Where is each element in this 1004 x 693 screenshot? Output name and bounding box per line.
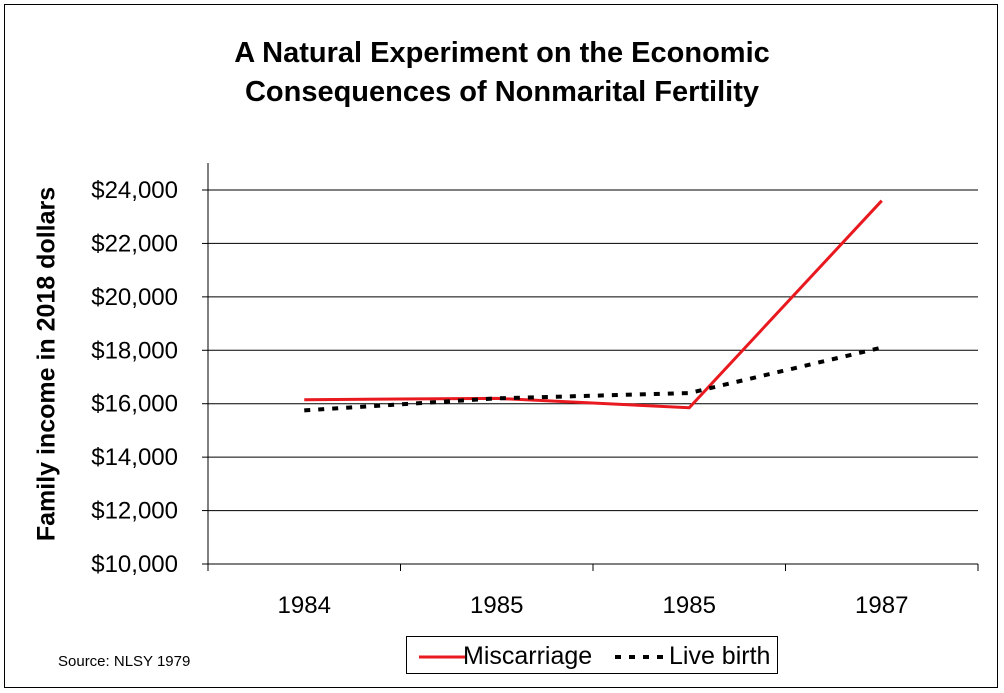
y-tick-label: $12,000	[91, 498, 178, 525]
legend-swatch-live-birth	[615, 655, 663, 659]
y-tick-label: $22,000	[91, 230, 178, 257]
x-tick-label: 1987	[855, 592, 908, 619]
legend-label-live-birth: Live birth	[669, 642, 771, 670]
chart-title-line-1: A Natural Experiment on the Economic	[234, 37, 770, 69]
series-line-miscarriage	[304, 199, 883, 410]
legend-label-miscarriage: Miscarriage	[463, 642, 593, 670]
chart-title-line-2: Consequences of Nonmarital Fertility	[244, 76, 760, 108]
source-note: Source: NLSY 1979	[58, 653, 191, 670]
x-tick-label: 1985	[470, 592, 523, 619]
chart-title: A Natural Experiment on the Economic Con…	[0, 34, 1004, 112]
y-tick-label: $20,000	[91, 284, 178, 311]
legend: Miscarriage Live birth	[406, 636, 778, 674]
y-tick-label: $16,000	[91, 391, 178, 418]
y-tick-label: $18,000	[91, 337, 178, 364]
chart-frame	[4, 4, 998, 688]
y-tick-label: $24,000	[91, 177, 178, 204]
series-line-live-birth	[304, 345, 883, 413]
x-tick-label: 1985	[663, 592, 716, 619]
y-tick-label: $14,000	[91, 444, 178, 471]
legend-swatch-miscarriage	[419, 655, 465, 659]
y-tick-label: $10,000	[91, 551, 178, 578]
x-tick-label: 1984	[278, 592, 331, 619]
